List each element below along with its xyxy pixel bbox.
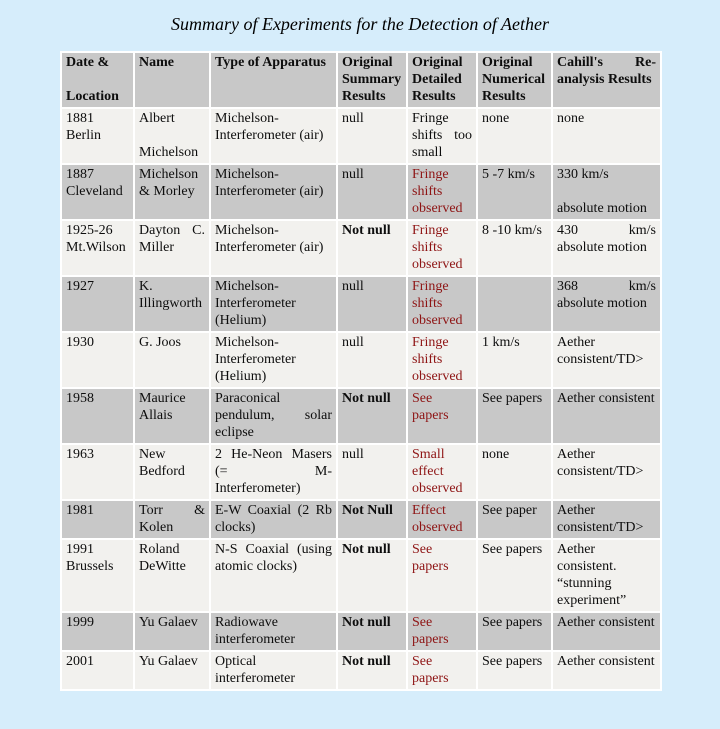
table-cell: Aether consistent bbox=[553, 613, 660, 650]
table-row: 1981 Torr & Kolen E-W Coaxial (2 Rb clocks… bbox=[62, 501, 660, 538]
table-cell: 2001 bbox=[62, 652, 133, 689]
page-title: Summary of Experiments for the Detection… bbox=[170, 14, 550, 34]
table-row: 1963 New Bedford 2 He-Neon Masers (= M-Int… bbox=[62, 445, 660, 499]
table-cell: Fringe shifts observed bbox=[408, 221, 476, 275]
experiments-table: Date & Location Name Type of Apparatus Orig… bbox=[60, 51, 662, 691]
table-row: 1991 Brussels Roland DeWitte N-S Coaxial (… bbox=[62, 540, 660, 611]
table-row: 1881 Berlin Albert Michelson Michelson-Int… bbox=[62, 109, 660, 163]
table-cell: See papers bbox=[478, 389, 551, 443]
table-cell: Fringe shifts too small bbox=[408, 109, 476, 163]
table-cell: Fringe shifts observed bbox=[408, 333, 476, 387]
table-cell: Paraconical pendulum, solar eclipse bbox=[211, 389, 336, 443]
table-cell: none bbox=[478, 445, 551, 499]
table-cell: null bbox=[338, 445, 406, 499]
table-cell: Michelson-Interferometer (air) bbox=[211, 165, 336, 219]
table-row: 2001 Yu Galaev Optical interferometer Not n… bbox=[62, 652, 660, 689]
table-cell: See papers bbox=[408, 389, 476, 443]
table-row: 1930 G. Joos Michelson-Interferometer (Hel… bbox=[62, 333, 660, 387]
table-cell: G. Joos bbox=[135, 333, 209, 387]
table-row: 1925-26 Mt.Wilson Dayton C. Miller Michels… bbox=[62, 221, 660, 275]
table-cell: Effect observed bbox=[408, 501, 476, 538]
table-cell: Aether consistent/TD> bbox=[553, 333, 660, 387]
table-cell: See papers bbox=[478, 652, 551, 689]
table-row: 1887 Cleveland Michelson & Morley Michelso… bbox=[62, 165, 660, 219]
table-cell bbox=[478, 277, 551, 331]
header-cell: Date & Location bbox=[62, 53, 133, 107]
table-cell: null bbox=[338, 333, 406, 387]
table-cell: 1881 Berlin bbox=[62, 109, 133, 163]
table-cell: 1999 bbox=[62, 613, 133, 650]
table-cell: Not Null bbox=[338, 501, 406, 538]
table-cell: Michelson-Interferometer (Helium) bbox=[211, 333, 336, 387]
table-cell: 8 -10 km/s bbox=[478, 221, 551, 275]
table-cell: 1963 bbox=[62, 445, 133, 499]
table-cell: Michelson & Morley bbox=[135, 165, 209, 219]
table-cell: Not null bbox=[338, 652, 406, 689]
table-cell: Yu Galaev bbox=[135, 613, 209, 650]
table-cell: 1958 bbox=[62, 389, 133, 443]
table-cell: See papers bbox=[478, 540, 551, 611]
table-cell: Dayton C. Miller bbox=[135, 221, 209, 275]
table-cell: null bbox=[338, 277, 406, 331]
table-cell: Aether consistent bbox=[553, 652, 660, 689]
table-cell: Aether consistent/TD> bbox=[553, 445, 660, 499]
table-cell: Not null bbox=[338, 613, 406, 650]
table-row: 1927 K. Illingworth Michelson-Interferomet… bbox=[62, 277, 660, 331]
table-cell: Fringe shifts observed bbox=[408, 165, 476, 219]
table-cell: Aether consistent bbox=[553, 389, 660, 443]
table-body: 1881 Berlin Albert Michelson Michelson-Int… bbox=[62, 109, 660, 689]
table-cell: N-S Coaxial (using atomic clocks) bbox=[211, 540, 336, 611]
table-cell: Aether consistent. “stunning experiment” bbox=[553, 540, 660, 611]
table-cell: Optical interferometer bbox=[211, 652, 336, 689]
table-cell: 1981 bbox=[62, 501, 133, 538]
table-cell: 1930 bbox=[62, 333, 133, 387]
table-cell: See papers bbox=[408, 613, 476, 650]
table-cell: 1 km/s bbox=[478, 333, 551, 387]
header-row: Date & Location Name Type of Apparatus Orig… bbox=[62, 53, 660, 107]
table-cell: none bbox=[553, 109, 660, 163]
table-cell: New Bedford bbox=[135, 445, 209, 499]
table-cell: 1887 Cleveland bbox=[62, 165, 133, 219]
header-cell: Type of Apparatus bbox=[211, 53, 336, 107]
table-cell: Torr & Kolen bbox=[135, 501, 209, 538]
table-cell: 1991 Brussels bbox=[62, 540, 133, 611]
header-cell: Original Numerical Results bbox=[478, 53, 551, 107]
table-cell: See paper bbox=[478, 501, 551, 538]
table-cell: 5 -7 km/s bbox=[478, 165, 551, 219]
table-cell: 430 km/s absolute motion bbox=[553, 221, 660, 275]
table-cell: 1925-26 Mt.Wilson bbox=[62, 221, 133, 275]
table-cell: null bbox=[338, 165, 406, 219]
table-cell: 1927 bbox=[62, 277, 133, 331]
header-cell: Cahill's Re-analysis Results bbox=[553, 53, 660, 107]
table-cell: 368 km/s absolute motion bbox=[553, 277, 660, 331]
table-cell: none bbox=[478, 109, 551, 163]
table-cell: Albert Michelson bbox=[135, 109, 209, 163]
table-cell: Not null bbox=[338, 540, 406, 611]
table-cell: See papers bbox=[408, 540, 476, 611]
table-cell: null bbox=[338, 109, 406, 163]
header-cell: Original Detailed Results bbox=[408, 53, 476, 107]
table-cell: Maurice Allais bbox=[135, 389, 209, 443]
table-cell: Michelson-Interferometer (Helium) bbox=[211, 277, 336, 331]
table-cell: Roland DeWitte bbox=[135, 540, 209, 611]
table-cell: 2 He-Neon Masers (= M-Interferometer) bbox=[211, 445, 336, 499]
table-cell: Radiowave interferometer bbox=[211, 613, 336, 650]
table-cell: K. Illingworth bbox=[135, 277, 209, 331]
header-cell: Name bbox=[135, 53, 209, 107]
table-cell: Fringe shifts observed bbox=[408, 277, 476, 331]
table-cell: 330 km/s absolute motion bbox=[553, 165, 660, 219]
table-cell: Michelson-Interferometer (air) bbox=[211, 109, 336, 163]
table-cell: See papers bbox=[478, 613, 551, 650]
table-cell: Small effect observed bbox=[408, 445, 476, 499]
table-cell: Not null bbox=[338, 389, 406, 443]
table-cell: Michelson-Interferometer (air) bbox=[211, 221, 336, 275]
table-row: 1958 Maurice Allais Paraconical pendulum, … bbox=[62, 389, 660, 443]
table-cell: E-W Coaxial (2 Rb clocks) bbox=[211, 501, 336, 538]
table-cell: Yu Galaev bbox=[135, 652, 209, 689]
table-cell: See papers bbox=[408, 652, 476, 689]
header-cell: Original Summary Results bbox=[338, 53, 406, 107]
table-cell: Aether consistent/TD> bbox=[553, 501, 660, 538]
table-row: 1999 Yu Galaev Radiowave interferometer Not… bbox=[62, 613, 660, 650]
table-cell: Not null bbox=[338, 221, 406, 275]
